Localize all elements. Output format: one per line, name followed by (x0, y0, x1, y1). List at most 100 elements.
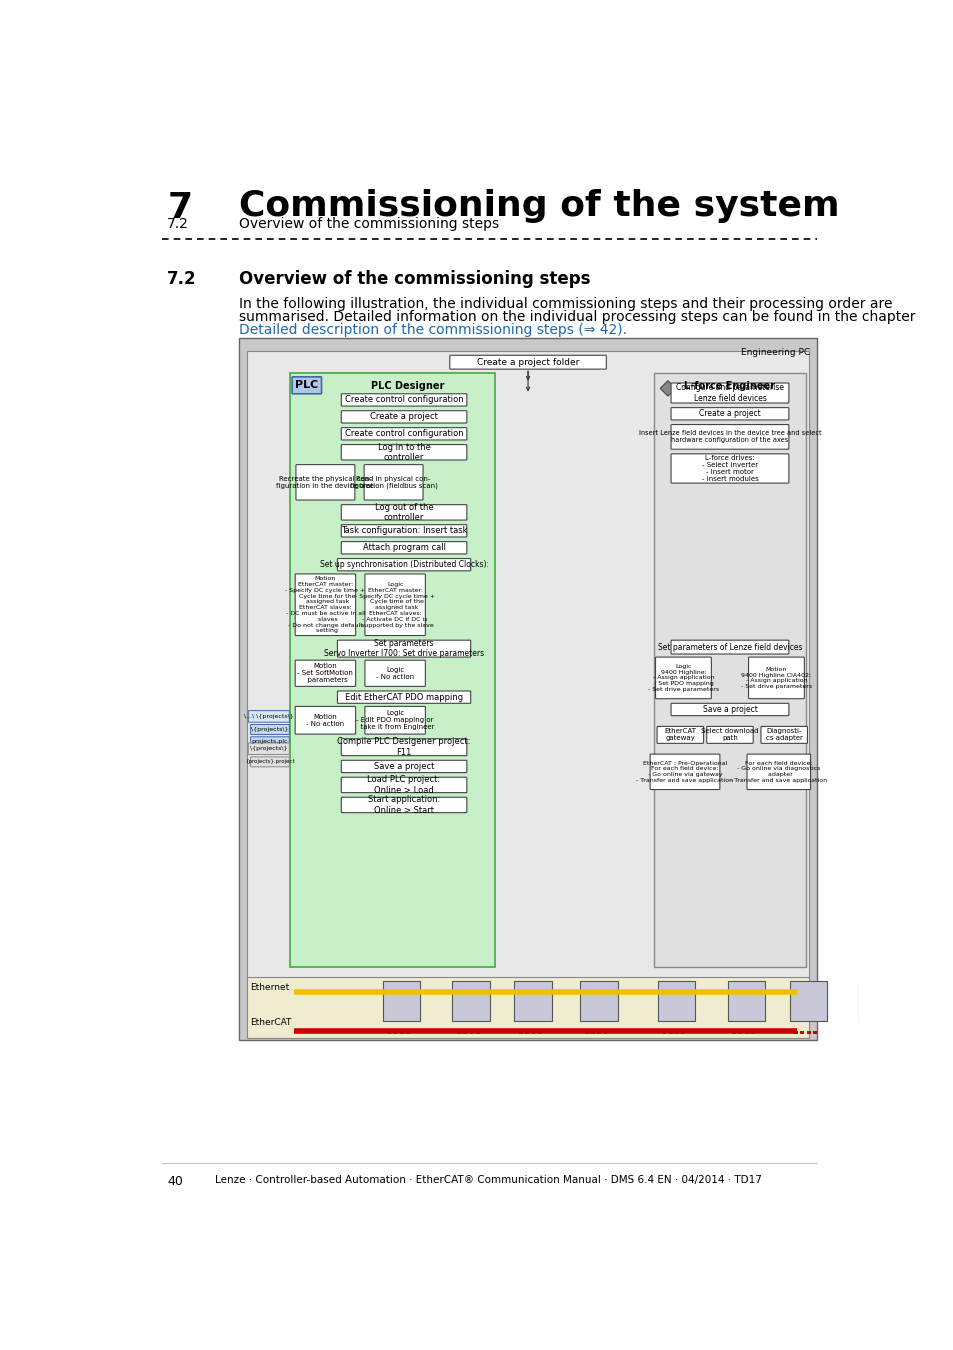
Text: Create a project folder: Create a project folder (476, 358, 578, 367)
Bar (469, 1030, 473, 1034)
Bar (463, 1030, 467, 1034)
Bar (399, 1030, 403, 1034)
Text: Create control configuration: Create control configuration (344, 396, 463, 405)
FancyBboxPatch shape (365, 660, 425, 686)
Bar (680, 1030, 684, 1034)
Bar (406, 1030, 410, 1034)
Text: Logic
- No action: Logic - No action (375, 667, 414, 680)
FancyBboxPatch shape (248, 743, 289, 755)
FancyBboxPatch shape (341, 778, 466, 792)
Bar (247, 976, 808, 1038)
Text: PLC Designer: PLC Designer (371, 381, 444, 390)
Text: Select download
path: Select download path (700, 729, 758, 741)
FancyBboxPatch shape (337, 559, 470, 571)
FancyBboxPatch shape (341, 738, 466, 756)
FancyBboxPatch shape (670, 640, 788, 653)
Text: L-force Engineer: L-force Engineer (683, 381, 775, 390)
FancyBboxPatch shape (341, 541, 466, 554)
Text: 7.2: 7.2 (167, 217, 189, 231)
Bar (394, 1030, 397, 1034)
FancyBboxPatch shape (670, 408, 788, 420)
Text: Lenze · Controller-based Automation · EtherCAT® Communication Manual · DMS 6.4 E: Lenze · Controller-based Automation · Et… (215, 1174, 761, 1184)
Text: Set parameters
Servo Inverter I700: Set drive parameters: Set parameters Servo Inverter I700: Set … (324, 639, 483, 659)
Text: 7.2: 7.2 (167, 270, 196, 288)
Text: EtherCAT
gateway: EtherCAT gateway (663, 729, 696, 741)
Bar (591, 1030, 595, 1034)
FancyBboxPatch shape (295, 464, 355, 500)
Bar (537, 1030, 541, 1034)
Bar (452, 980, 489, 1021)
Text: PLC: PLC (294, 381, 318, 390)
Text: L-force drives:
- Select Inverter
- Insert motor
- Insert modules: L-force drives: - Select Inverter - Inse… (700, 455, 758, 482)
Bar (584, 1030, 588, 1034)
FancyBboxPatch shape (341, 410, 466, 423)
Bar (654, 373, 805, 967)
FancyBboxPatch shape (294, 660, 355, 686)
FancyBboxPatch shape (670, 454, 788, 483)
Bar (859, 980, 896, 1021)
FancyBboxPatch shape (655, 657, 711, 699)
Text: {projects}.project: {projects}.project (245, 759, 294, 764)
Bar (913, 980, 950, 1021)
Text: EtherCAT: EtherCAT (250, 1018, 292, 1027)
Text: Motion
EtherCAT master:
- Specify DC cycle time +
  Cycle time for the
  assigne: Motion EtherCAT master: - Specify DC cyc… (285, 576, 365, 633)
Bar (518, 1030, 522, 1034)
Text: Motion
- Set SoftMotion
  parameters: Motion - Set SoftMotion parameters (297, 663, 353, 683)
FancyBboxPatch shape (657, 726, 703, 744)
Bar (732, 1030, 736, 1034)
Text: Motion
9400 Highline CIA402:
- Assign application
- Set drive parameters: Motion 9400 Highline CIA402: - Assign ap… (740, 667, 811, 688)
Bar (531, 1030, 535, 1034)
FancyBboxPatch shape (294, 706, 355, 734)
Bar (812, 1030, 816, 1034)
FancyBboxPatch shape (341, 798, 466, 813)
Text: Logic
- Edit PDO mapping or
  take it from Engineer: Logic - Edit PDO mapping or take it from… (355, 710, 434, 730)
Text: For each field device:
- Go online via diagnostics
  adapter
- Transfer and save: For each field device: - Go online via d… (729, 760, 826, 783)
Bar (936, 1030, 940, 1034)
Bar (674, 1030, 679, 1034)
Text: Overview of the commissioning steps: Overview of the commissioning steps (239, 217, 499, 231)
Bar (794, 1030, 798, 1034)
FancyBboxPatch shape (341, 760, 466, 772)
FancyBboxPatch shape (364, 464, 422, 500)
Text: Motion
- No action: Motion - No action (306, 714, 344, 726)
Bar (525, 1030, 529, 1034)
Bar (668, 1030, 672, 1034)
FancyBboxPatch shape (337, 691, 470, 703)
Text: Attach program call: Attach program call (362, 543, 445, 552)
Bar (806, 1030, 810, 1034)
Bar (247, 351, 808, 1033)
FancyBboxPatch shape (341, 444, 466, 460)
Text: Configure and parameterise
Lenze field devices: Configure and parameterise Lenze field d… (676, 383, 783, 402)
Text: Set up synchronisation (Distributed Clocks):: Set up synchronisation (Distributed Cloc… (319, 560, 488, 570)
Text: Save a project: Save a project (374, 761, 434, 771)
Bar (923, 1030, 927, 1034)
Text: Engineering PC: Engineering PC (740, 348, 810, 358)
Bar (918, 1030, 922, 1034)
Text: 7: 7 (167, 192, 193, 225)
Bar (597, 1030, 600, 1034)
Text: Recreate the physical con-
figuration in the device tree: Recreate the physical con- figuration in… (276, 475, 374, 489)
Bar (387, 1030, 391, 1034)
FancyBboxPatch shape (748, 657, 803, 699)
FancyBboxPatch shape (337, 640, 470, 657)
Text: Overview of the commissioning steps: Overview of the commissioning steps (239, 270, 590, 288)
Bar (290, 373, 495, 967)
Text: Edit EtherCAT PDO mapping: Edit EtherCAT PDO mapping (345, 693, 462, 702)
Bar (579, 980, 617, 1021)
Text: summarised. Detailed information on the individual processing steps can be found: summarised. Detailed information on the … (239, 310, 915, 324)
Text: \{projects\}: \{projects\} (250, 747, 287, 751)
Text: \...\ \{projects\}: \...\ \{projects\} (244, 714, 294, 720)
Text: Ethernet: Ethernet (250, 983, 289, 992)
Text: Logic
EtherCAT master:
- Specify DC cycle time +
  Cycle time of the
  assigned : Logic EtherCAT master: - Specify DC cycl… (355, 582, 435, 628)
Text: Logic
9400 Highline:
- Assign application
- Set PDO mapping
- Set drive paramete: Logic 9400 Highline: - Assign applicatio… (647, 664, 719, 693)
Bar (658, 980, 695, 1021)
Bar (727, 980, 764, 1021)
Text: Create a project: Create a project (699, 409, 760, 418)
Bar (744, 1030, 748, 1034)
FancyBboxPatch shape (760, 726, 806, 744)
Bar (476, 1030, 479, 1034)
Bar (930, 1030, 934, 1034)
Text: Set parameters of Lenze field devices: Set parameters of Lenze field devices (657, 643, 801, 652)
Bar (882, 1030, 885, 1034)
Bar (661, 1030, 666, 1034)
